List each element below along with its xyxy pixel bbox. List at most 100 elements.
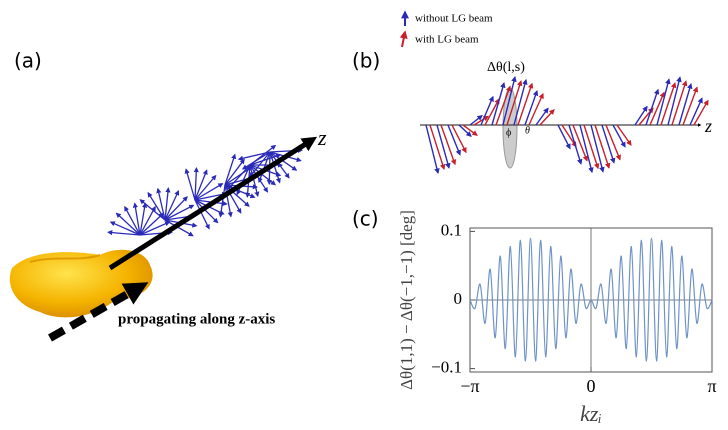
spin-arrow <box>495 85 512 126</box>
y-tick-label: 0.1 <box>441 220 462 239</box>
spin-arrow <box>237 151 271 161</box>
spin-arrow <box>590 124 605 173</box>
z-axis-arrow <box>108 136 318 271</box>
legend-arrow <box>399 30 408 48</box>
panel-label: (b) <box>352 49 380 73</box>
spin-arrow <box>147 191 166 221</box>
caption: propagating along z-axis <box>118 311 275 327</box>
legend-entry: without LG beam <box>415 13 493 25</box>
x-tick-label: 0 <box>587 376 596 396</box>
spin-arrow <box>249 151 271 178</box>
data-line <box>469 237 713 362</box>
spin-arrow <box>484 98 500 126</box>
beam-blob <box>9 249 153 318</box>
spin-arrow <box>506 80 523 126</box>
spin-arrow <box>109 221 141 236</box>
spin-arrow <box>249 164 260 198</box>
spin-arrow <box>473 115 489 126</box>
spin-arrow <box>568 124 583 165</box>
spin-arrow <box>257 151 271 183</box>
spin-arrow <box>462 124 478 136</box>
spin-arrow <box>269 151 281 184</box>
spin-arrow <box>561 124 577 148</box>
spin-arrow <box>579 124 594 174</box>
spin-arrow <box>469 114 483 126</box>
spin-arrow <box>612 124 626 148</box>
spin-arrow <box>132 202 141 236</box>
spin-arrow <box>164 219 194 237</box>
spin-arrow <box>583 124 600 170</box>
spin-arrow <box>605 124 621 161</box>
spin-arrow <box>616 124 632 146</box>
spin-arrows <box>107 144 303 237</box>
spin-arrow <box>447 124 461 156</box>
axis-label: z <box>704 116 712 136</box>
spin-arrow <box>678 82 693 126</box>
spin-arrow <box>164 187 171 221</box>
spin-arrow <box>660 82 677 126</box>
spin-arrow <box>656 78 671 126</box>
spin-arrow <box>139 202 148 236</box>
spin-arrow <box>249 153 282 166</box>
spin-arrow <box>218 184 226 218</box>
spin-arrow <box>164 196 188 221</box>
spin-arrow <box>528 92 544 126</box>
angle-label: ϕ <box>506 127 511 138</box>
spin-arrow <box>440 124 457 166</box>
spin-arrow <box>480 95 494 126</box>
x-tick-label: π <box>707 376 716 396</box>
spin-arrow <box>667 76 682 126</box>
spin-arrow <box>236 164 251 196</box>
spin-arrow <box>115 212 141 236</box>
spin-arrow <box>224 184 233 218</box>
spin-arrow <box>649 91 665 126</box>
spin-arrow <box>224 153 237 186</box>
spin-arrow <box>524 90 539 126</box>
spin-arrow <box>139 212 165 236</box>
spin-arrow <box>194 174 217 201</box>
spin-arrow <box>513 78 528 126</box>
spin-arrow <box>539 108 555 126</box>
spin-arrow <box>491 82 506 126</box>
spin-arrow <box>139 205 156 236</box>
spin-arrow <box>164 204 195 221</box>
spin-arrow <box>139 199 166 221</box>
spin-arrow <box>139 221 171 236</box>
panel-label: (c) <box>352 207 379 231</box>
spin-arrow <box>682 86 699 126</box>
panel-label: (a) <box>14 49 42 73</box>
y-axis-label: Δθ(1,1) − Δθ(−1,−1) [deg] <box>397 210 416 390</box>
spin-arrow <box>557 124 571 150</box>
spin-arrow <box>194 191 228 201</box>
spin-arrow <box>241 151 271 170</box>
spin-arrow <box>634 105 648 126</box>
y-tick-label: −0.1 <box>431 357 462 376</box>
spin-arrow <box>429 124 446 171</box>
spin-arrow <box>601 124 616 164</box>
axis-label: z <box>317 125 327 150</box>
spin-arrow <box>689 97 703 126</box>
chart: −0.1 0 0.1 −π 0 π kzᵢ Δθ(1,1) − Δθ(−1,−1) [deg] <box>397 210 717 426</box>
angle-label: θ <box>525 125 530 136</box>
spin-arrow <box>156 187 166 221</box>
spin-arrow <box>194 199 210 230</box>
propagation-arrow <box>48 282 149 342</box>
spin-arrow <box>458 124 472 137</box>
spin-arrow <box>124 205 141 236</box>
spin-arrow <box>194 169 208 201</box>
spin-arrow <box>184 168 196 201</box>
spin-arrow <box>535 107 549 126</box>
spin-arrow <box>269 151 290 179</box>
spin-arrow <box>671 80 688 126</box>
spin-arrow <box>224 158 245 186</box>
spin-arrow <box>451 124 467 154</box>
spin-arrow <box>425 124 440 175</box>
spin-arrow <box>436 124 451 169</box>
spin-arrows <box>425 76 709 175</box>
spin-arrow <box>224 184 242 214</box>
spin-arrow <box>502 76 517 126</box>
spin-arrow <box>194 199 219 224</box>
y-tick-label: 0 <box>454 289 463 308</box>
spin-arrow <box>193 166 199 201</box>
